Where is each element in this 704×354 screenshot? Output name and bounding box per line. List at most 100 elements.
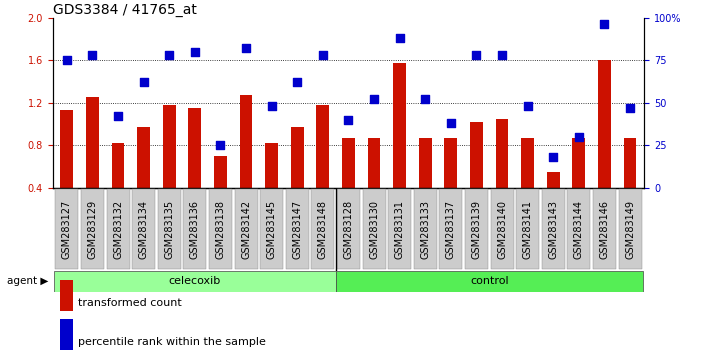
Text: GSM283131: GSM283131 — [395, 200, 405, 259]
Text: GSM283141: GSM283141 — [522, 200, 533, 259]
FancyBboxPatch shape — [567, 189, 591, 269]
Bar — [572, 138, 585, 188]
Text: control: control — [470, 276, 508, 286]
Point — [522, 103, 534, 109]
FancyBboxPatch shape — [414, 189, 436, 269]
Point — [368, 96, 379, 102]
FancyBboxPatch shape — [337, 189, 360, 269]
Text: GSM283139: GSM283139 — [472, 200, 482, 259]
Text: GSM283137: GSM283137 — [446, 200, 456, 259]
FancyBboxPatch shape — [260, 189, 283, 269]
FancyBboxPatch shape — [388, 189, 411, 269]
Point — [496, 52, 508, 58]
Text: GSM283145: GSM283145 — [267, 200, 277, 259]
FancyBboxPatch shape — [619, 189, 641, 269]
Point — [215, 142, 226, 148]
Point — [548, 154, 559, 160]
Bar — [394, 63, 406, 188]
Text: GSM283140: GSM283140 — [497, 200, 507, 259]
Text: GSM283128: GSM283128 — [344, 200, 353, 259]
Bar — [163, 105, 176, 188]
Bar — [367, 138, 380, 188]
FancyBboxPatch shape — [158, 189, 181, 269]
Text: GDS3384 / 41765_at: GDS3384 / 41765_at — [53, 3, 196, 17]
FancyBboxPatch shape — [286, 189, 309, 269]
Point — [241, 45, 252, 51]
Point — [291, 79, 303, 85]
Bar — [61, 110, 73, 188]
FancyBboxPatch shape — [311, 189, 334, 269]
FancyBboxPatch shape — [56, 189, 78, 269]
Bar — [444, 138, 458, 188]
FancyBboxPatch shape — [363, 189, 386, 269]
Bar — [317, 105, 329, 188]
Bar — [86, 97, 99, 188]
Bar — [265, 143, 278, 188]
FancyBboxPatch shape — [542, 189, 565, 269]
Text: GSM283136: GSM283136 — [190, 200, 200, 259]
Point — [471, 52, 482, 58]
Text: GSM283146: GSM283146 — [600, 200, 610, 259]
Bar — [547, 172, 560, 188]
FancyBboxPatch shape — [106, 189, 130, 269]
Text: GSM283149: GSM283149 — [625, 200, 635, 259]
FancyBboxPatch shape — [593, 189, 616, 269]
Text: GSM283144: GSM283144 — [574, 200, 584, 259]
Bar — [419, 138, 432, 188]
Text: GSM283129: GSM283129 — [87, 200, 97, 259]
Bar — [496, 119, 508, 188]
Text: GSM283130: GSM283130 — [369, 200, 379, 259]
Point — [624, 105, 636, 110]
Point — [343, 117, 354, 122]
Bar — [189, 108, 201, 188]
FancyBboxPatch shape — [491, 189, 514, 269]
FancyBboxPatch shape — [234, 189, 258, 269]
Text: GSM283147: GSM283147 — [292, 200, 302, 259]
Bar — [342, 138, 355, 188]
Bar — [598, 60, 611, 188]
FancyBboxPatch shape — [465, 189, 488, 269]
FancyBboxPatch shape — [132, 189, 155, 269]
Point — [420, 96, 431, 102]
Text: GSM283138: GSM283138 — [215, 200, 225, 259]
Bar — [54, 271, 336, 292]
Point — [87, 52, 98, 58]
Point — [163, 52, 175, 58]
Point — [189, 49, 201, 55]
FancyBboxPatch shape — [209, 189, 232, 269]
Text: GSM283148: GSM283148 — [318, 200, 328, 259]
Text: GSM283143: GSM283143 — [548, 200, 558, 259]
Point — [318, 52, 329, 58]
Text: GSM283142: GSM283142 — [241, 200, 251, 259]
Point — [445, 120, 456, 126]
Bar — [470, 122, 483, 188]
Point — [61, 57, 73, 63]
Text: GSM283132: GSM283132 — [113, 200, 123, 259]
Bar — [336, 271, 643, 292]
Point — [573, 134, 584, 139]
Bar — [239, 95, 253, 188]
Bar — [112, 143, 125, 188]
Point — [394, 35, 406, 41]
Text: agent ▶: agent ▶ — [7, 276, 49, 286]
FancyBboxPatch shape — [516, 189, 539, 269]
Point — [138, 79, 149, 85]
Point — [266, 103, 277, 109]
Text: GSM283127: GSM283127 — [62, 200, 72, 259]
Text: GSM283135: GSM283135 — [164, 200, 175, 259]
Text: transformed count: transformed count — [78, 298, 182, 308]
FancyBboxPatch shape — [81, 189, 104, 269]
Text: GSM283134: GSM283134 — [139, 200, 149, 259]
Bar — [137, 127, 150, 188]
Bar — [291, 127, 303, 188]
FancyBboxPatch shape — [439, 189, 463, 269]
Text: GSM283133: GSM283133 — [420, 200, 430, 259]
Text: percentile rank within the sample: percentile rank within the sample — [78, 337, 266, 347]
Bar — [214, 156, 227, 188]
Point — [599, 22, 610, 27]
Bar — [521, 138, 534, 188]
Text: celecoxib: celecoxib — [169, 276, 221, 286]
Bar — [624, 138, 636, 188]
FancyBboxPatch shape — [183, 189, 206, 269]
Point — [113, 113, 124, 119]
